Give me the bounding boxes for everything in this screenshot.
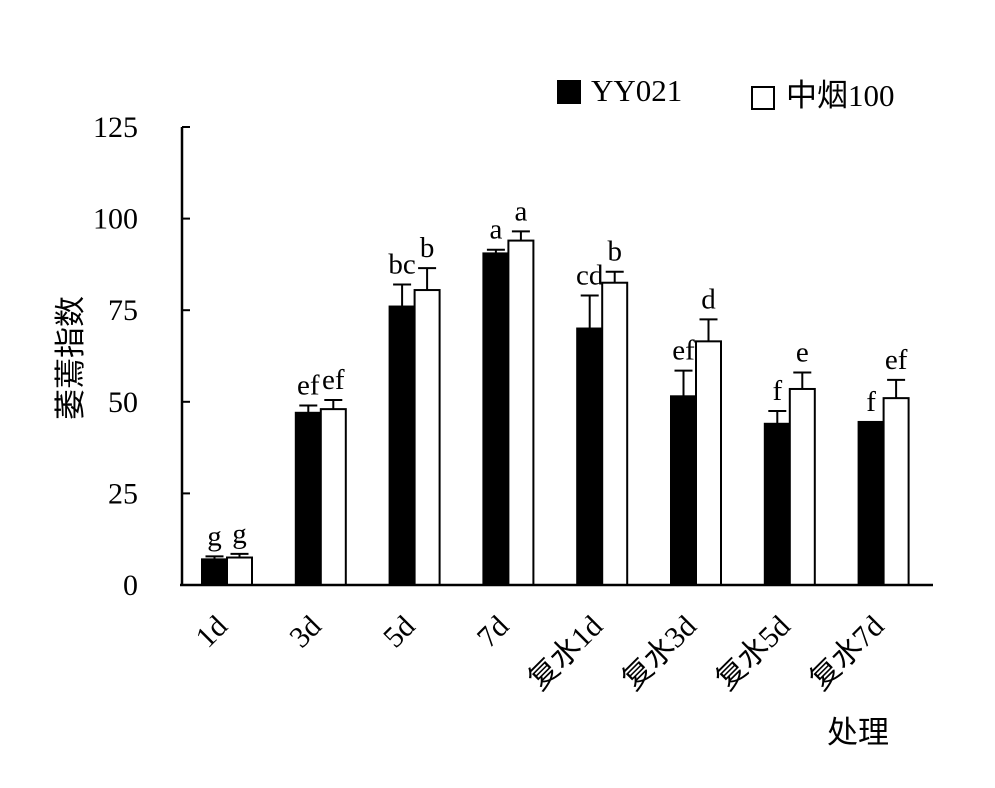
bars-layer [201, 230, 910, 587]
significance-label: f [866, 386, 876, 418]
bar-1-0 [226, 556, 253, 587]
y-tick-label: 50 [108, 386, 138, 419]
significance-label: cd [576, 260, 604, 292]
x-category-label: 5d [377, 610, 422, 655]
y-tick-label: 75 [108, 294, 138, 327]
significance-label: ef [672, 335, 695, 367]
bar-0-2 [388, 305, 416, 586]
x-category-label: 1d [189, 610, 234, 655]
bar-1-3 [507, 239, 535, 586]
legend: YY021 中烟100 [557, 73, 895, 113]
x-category-label: 复水5d [710, 610, 797, 697]
significance-label: b [607, 236, 622, 268]
y-tick-label: 125 [93, 111, 138, 144]
x-category-label: 复水3d [616, 610, 703, 697]
bar-1-5 [695, 340, 722, 586]
significance-label: e [796, 336, 809, 368]
legend-swatch-zhongyan100 [751, 86, 775, 110]
legend-label-zhongyan100: 中烟100 [786, 78, 895, 113]
axes-layer [180, 127, 933, 587]
significance-label: a [489, 214, 502, 246]
bar-1-2 [413, 289, 441, 586]
significance-label: d [701, 283, 716, 315]
x-category-label: 7d [471, 610, 516, 655]
bar-1-7 [882, 397, 910, 586]
y-tick-label: 100 [93, 203, 138, 236]
significance-label: b [420, 232, 435, 264]
significance-label: ef [322, 364, 345, 396]
legend-label-yy021: YY021 [591, 73, 682, 108]
bar-0-0 [201, 558, 228, 586]
y-axis-title: 萎蔫指数 [53, 296, 88, 420]
x-axis-title: 处理 [827, 715, 889, 750]
y-tick-label: 25 [108, 477, 138, 510]
bar-1-1 [319, 408, 347, 586]
legend-swatch-yy021 [557, 80, 581, 104]
x-category-label: 复水7d [804, 610, 891, 697]
significance-label: g [232, 518, 247, 550]
bar-1-6 [788, 387, 816, 587]
x-category-label: 3d [283, 610, 328, 655]
bar-0-7 [857, 420, 885, 586]
significance-label: ef [297, 369, 320, 401]
bar-0-1 [294, 411, 322, 586]
significance-label: a [514, 195, 527, 227]
significance-label: bc [388, 249, 415, 281]
significance-label: f [772, 375, 782, 407]
bar-1-4 [601, 281, 629, 586]
bar-0-4 [576, 327, 604, 586]
bar-0-5 [670, 395, 697, 586]
significance-label: g [207, 520, 222, 552]
y-tick-label: 0 [123, 569, 138, 602]
bar-0-3 [482, 252, 510, 587]
significance-label: ef [885, 344, 908, 376]
bar-0-6 [763, 422, 791, 586]
x-category-label: 复水1d [522, 610, 609, 697]
ticks-layer: 0 25 50 75 100 125 [93, 111, 190, 602]
